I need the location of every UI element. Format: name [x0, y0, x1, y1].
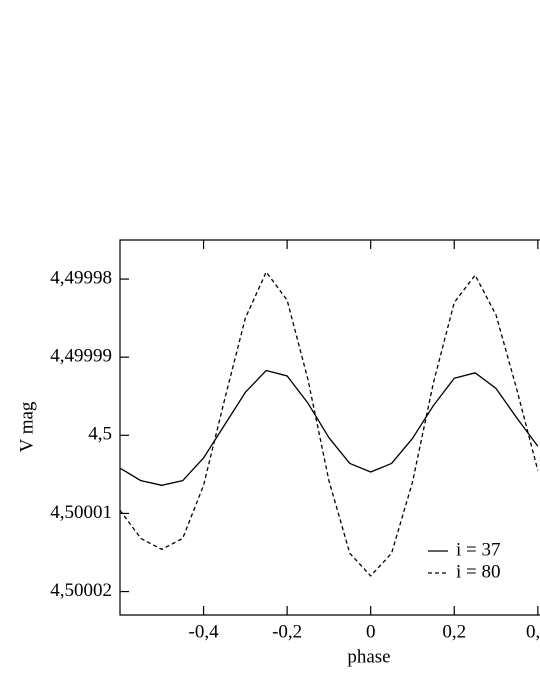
y-tick-label: 4,49999 — [50, 346, 112, 367]
legend-label: i = 80 — [456, 561, 501, 582]
y-tick-label: 4,5 — [88, 424, 112, 445]
x-axis-label: phase — [347, 646, 390, 667]
y-axis-label: V mag — [16, 401, 37, 452]
data-line — [119, 369, 539, 486]
y-tick-label: 4,50001 — [50, 502, 112, 523]
x-tick-label: -0,2 — [272, 621, 302, 642]
plot-frame — [119, 239, 540, 616]
y-tick-label: 4,50002 — [50, 580, 112, 601]
legend-label: i = 37 — [456, 539, 501, 560]
data-line — [119, 271, 539, 577]
y-tick-label: 4,49998 — [50, 267, 112, 288]
x-tick-label: 0 — [366, 621, 376, 642]
x-tick-label: 0,2 — [442, 621, 466, 642]
x-tick-label: 0,4 — [526, 621, 540, 642]
x-tick-label: -0,4 — [189, 621, 220, 642]
